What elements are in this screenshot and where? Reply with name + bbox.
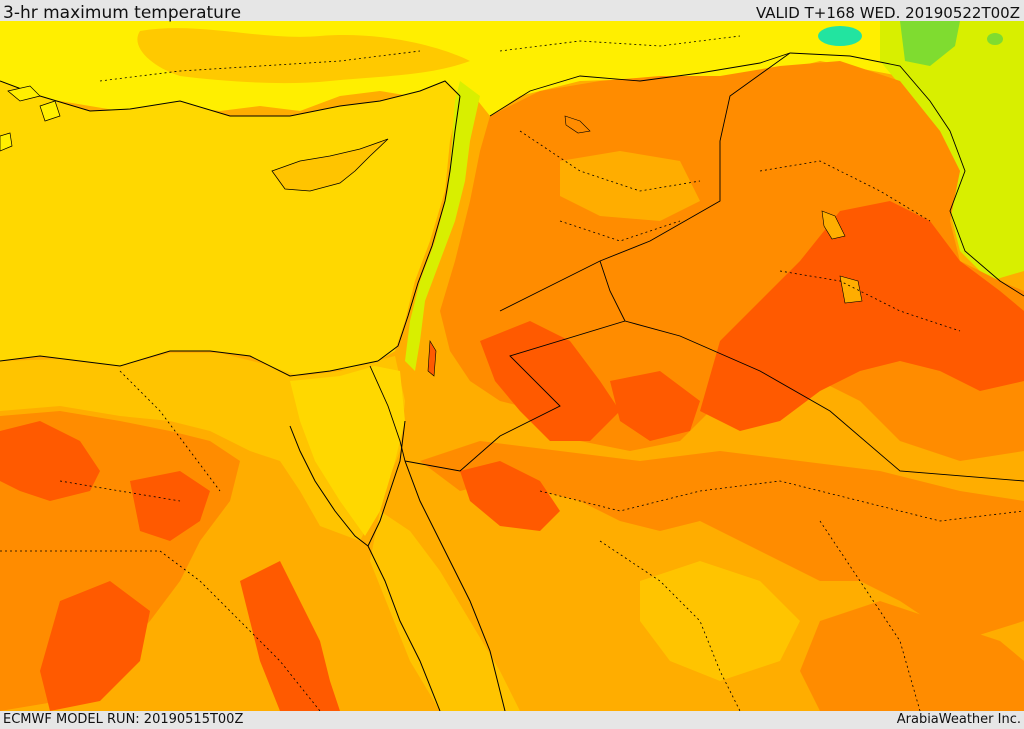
- saudi-admin-3: [819, 520, 921, 711]
- cold-spot: [818, 26, 862, 46]
- dead-sea: [427, 340, 437, 377]
- turkey-coast: [0, 80, 461, 117]
- saudi-orange-south: [800, 601, 1024, 711]
- gulf-of-suez: [289, 420, 406, 547]
- map-header: 3-hr maximum temperature VALID T+168 WED…: [0, 0, 1024, 23]
- aegean-islands: [0, 85, 61, 152]
- tharthar-lake: [821, 210, 846, 240]
- iraq-iran-border: [789, 52, 1024, 297]
- map-title: 3-hr maximum temperature: [3, 3, 242, 23]
- syria-admin: [519, 130, 701, 242]
- saudi-orange-zone: [420, 441, 1024, 641]
- admin-boundaries: [0, 35, 1024, 711]
- map-footer: ECMWF MODEL RUN: 20190515T00Z ArabiaWeat…: [0, 711, 1024, 729]
- egypt-red-patch: [0, 421, 100, 501]
- saudi-admin-1: [539, 480, 1024, 522]
- levant-coast: [377, 95, 461, 362]
- saudi-red-patch: [460, 461, 560, 531]
- syria-iraq-border: [499, 52, 791, 312]
- iraq-red-zone: [700, 201, 1024, 431]
- arabia-red-sea-coast: [404, 460, 506, 711]
- turkey-admin: [99, 35, 741, 82]
- saudi-iraq-border: [624, 320, 1024, 482]
- red-sea-coast: [367, 545, 441, 711]
- jordan-iraq-border: [404, 260, 626, 472]
- northeast-green-zone: [880, 21, 1024, 281]
- saudi-amber-south: [640, 561, 800, 681]
- mediterranean-sea: [0, 81, 460, 376]
- island-rhodes: [7, 85, 41, 102]
- cyprus: [271, 138, 389, 192]
- sinai-yellow: [290, 366, 405, 536]
- israel-egypt-border: [369, 365, 406, 462]
- jordan-red-zone: [480, 321, 620, 441]
- levant-green-strip: [405, 81, 480, 371]
- island-karpathos: [39, 100, 61, 122]
- nile-red-strip: [240, 561, 340, 711]
- northeast-green-patch: [900, 21, 960, 66]
- model-run-label: ECMWF MODEL RUN: 20190515T00Z: [3, 712, 244, 727]
- jordan-red-south: [610, 371, 700, 441]
- habbaniyah-lake: [839, 275, 863, 304]
- turkey-amber-patches: [137, 28, 471, 84]
- temperature-map: [0, 21, 1024, 711]
- egypt-red-south: [130, 471, 210, 541]
- egypt-coast: [0, 350, 379, 377]
- syria-turkey-border: [489, 52, 791, 117]
- red-sea-strip: [370, 511, 520, 711]
- syria-amber-patch: [560, 151, 700, 221]
- country-borders: [369, 52, 1024, 482]
- credit-label: ArabiaWeather Inc.: [896, 712, 1021, 727]
- valid-time-label: VALID T+168 WED. 20190522T00Z: [755, 4, 1020, 22]
- egypt-red-southwest: [40, 581, 150, 711]
- cold-spot-east: [987, 33, 1003, 45]
- island-crete-edge: [0, 132, 13, 152]
- coastlines: [0, 80, 506, 711]
- egypt-admin: [59, 370, 221, 502]
- lake-assad: [564, 115, 591, 134]
- iraq-admin: [759, 160, 961, 332]
